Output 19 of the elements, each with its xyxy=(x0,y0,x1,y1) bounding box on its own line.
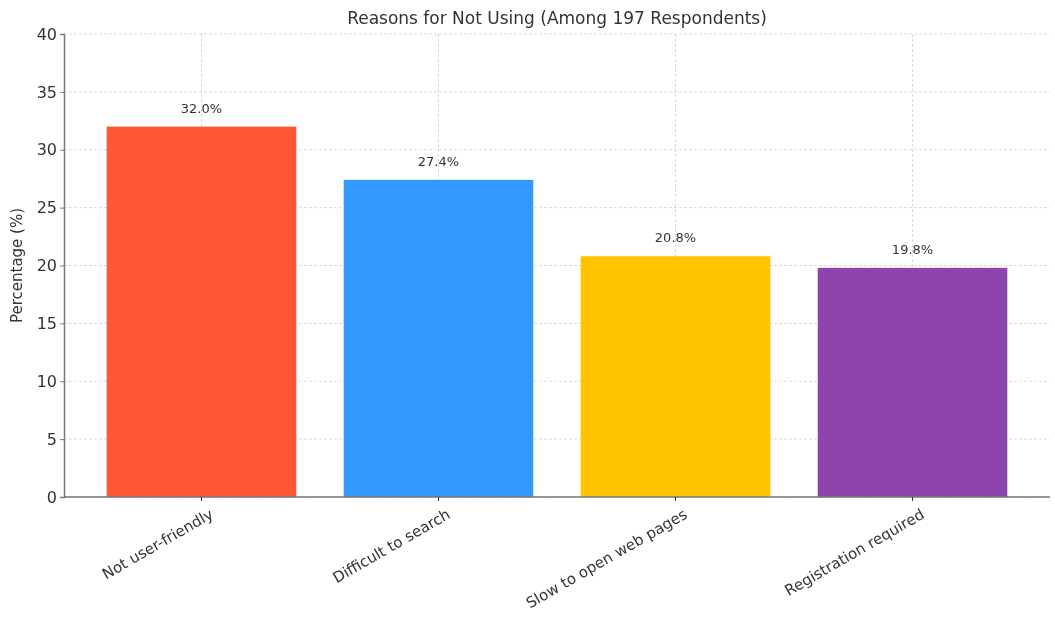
bar xyxy=(106,126,297,497)
y-tick-label: 30 xyxy=(36,140,57,160)
bar xyxy=(817,267,1008,497)
data-label: 27.4% xyxy=(417,153,460,169)
data-label: 20.8% xyxy=(654,230,697,246)
data-label: 19.8% xyxy=(891,241,934,257)
y-tick-label: 5 xyxy=(46,429,57,449)
chart-title: Reasons for Not Using (Among 197 Respondents) xyxy=(347,8,767,28)
y-tick-label: 10 xyxy=(36,371,57,391)
y-tick-label: 15 xyxy=(36,313,57,333)
bar xyxy=(580,256,771,497)
y-tick-label: 20 xyxy=(36,256,57,276)
y-tick-label: 40 xyxy=(36,24,57,44)
data-label: 32.0% xyxy=(180,100,223,116)
y-tick-label: 0 xyxy=(46,487,57,507)
y-axis-title: Percentage (%) xyxy=(8,207,26,324)
y-tick-label: 25 xyxy=(36,198,57,218)
y-tick-label: 35 xyxy=(36,82,57,102)
bar xyxy=(343,179,534,497)
